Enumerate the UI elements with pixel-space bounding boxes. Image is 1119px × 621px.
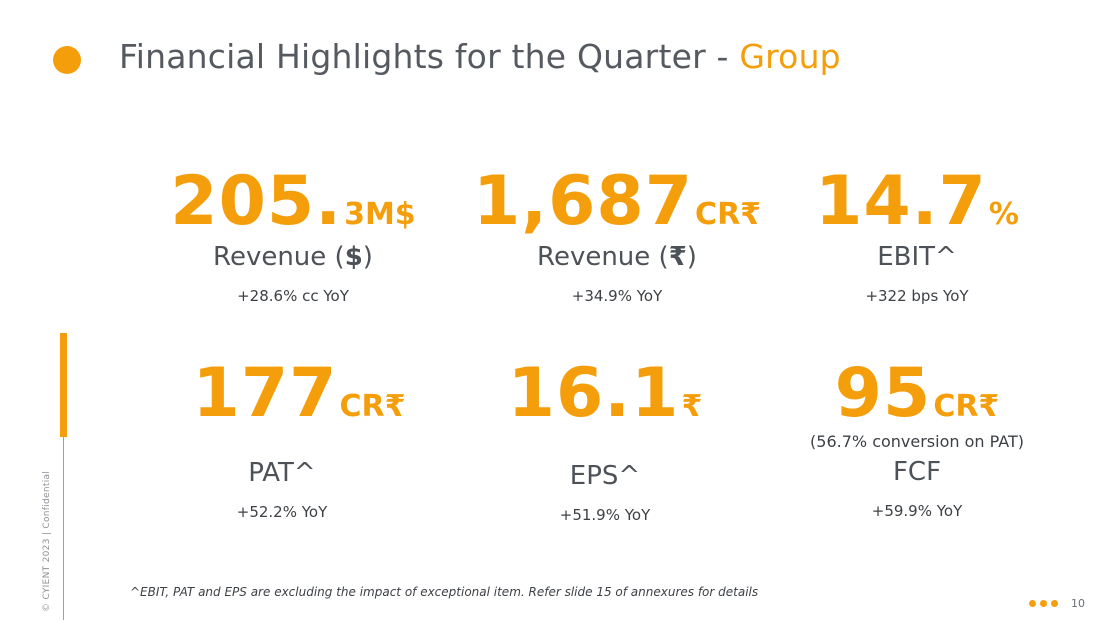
metric-unit: ₹ (681, 389, 703, 424)
metric-unit: % (988, 197, 1019, 232)
metric-ebit: 14.7% EBIT^ +322 bps YoY (767, 168, 1067, 306)
metric-value: 177CR₹ (149, 360, 449, 428)
metric-change: +28.6% cc YoY (237, 287, 349, 305)
metric-number: 16.1 (507, 354, 680, 433)
metric-value: 205.3M$ (143, 168, 443, 236)
metric-label: EPS^ (569, 461, 641, 491)
metric-value: 95CR₹ (767, 360, 1067, 428)
footnote: ^EBIT, PAT and EPS are excluding the imp… (130, 585, 759, 599)
metric-value: 14.7% (767, 168, 1067, 236)
page-number: 10 (1071, 597, 1085, 610)
metric-number: 205. (170, 162, 343, 241)
metric-change: +59.9% YoY (871, 502, 963, 520)
title-main: Financial Highlights for the Quarter - (119, 37, 740, 76)
dot-icon (1040, 600, 1047, 607)
side-divider-line (63, 333, 64, 620)
metric-value: 16.1₹ (455, 360, 755, 428)
metric-note: (56.7% conversion on PAT) (810, 432, 1024, 451)
dot-icon (1051, 600, 1058, 607)
metric-label-bold: ₹ (668, 242, 687, 272)
metric-pat: 177CR₹ PAT^ +52.2% YoY (149, 360, 449, 522)
metric-unit: CR₹ (695, 197, 762, 232)
metric-unit: CR₹ (933, 389, 1000, 424)
metric-label-bold: $ (344, 242, 363, 272)
title-accent: Group (739, 37, 841, 76)
metric-label-text: Revenue ( (537, 242, 669, 272)
metric-label: FCF (892, 457, 942, 487)
ellipsis-dots-icon (1029, 600, 1058, 607)
metric-label-text: Revenue ( (213, 242, 345, 272)
dot-icon (1029, 600, 1036, 607)
side-accent-bar (60, 333, 67, 437)
metric-value: 1,687CR₹ (467, 168, 767, 236)
metric-number: 95 (834, 354, 932, 433)
metric-unit: 3M$ (344, 197, 416, 232)
metric-revenue-usd: 205.3M$ Revenue ($) +28.6% cc YoY (143, 168, 443, 306)
metric-change: +51.9% YoY (559, 506, 651, 524)
metric-change: +34.9% YoY (571, 287, 663, 305)
title-bullet-dot (53, 46, 81, 74)
metric-fcf: 95CR₹ (56.7% conversion on PAT) FCF +59.… (767, 360, 1067, 521)
metric-label-end: ) (686, 242, 697, 272)
metric-label: Revenue ($) (143, 242, 443, 272)
metric-number: 177 (192, 354, 338, 433)
copyright-text: © CYIENT 2023 | Confidential (42, 470, 52, 612)
metric-change: +52.2% YoY (236, 503, 328, 521)
metric-label: PAT^ (248, 458, 316, 488)
metric-number: 1,687 (472, 162, 694, 241)
metric-revenue-inr: 1,687CR₹ Revenue (₹) +34.9% YoY (467, 168, 767, 306)
metric-unit: CR₹ (339, 389, 406, 424)
page-title: Financial Highlights for the Quarter - G… (119, 37, 841, 76)
metric-label: Revenue (₹) (467, 242, 767, 272)
metric-label-end: ) (362, 242, 373, 272)
metric-label: EBIT^ (877, 242, 957, 272)
metric-change: +322 bps YoY (865, 287, 969, 305)
metric-number: 14.7 (815, 162, 987, 241)
metric-eps: 16.1₹ EPS^ +51.9% YoY (455, 360, 755, 525)
